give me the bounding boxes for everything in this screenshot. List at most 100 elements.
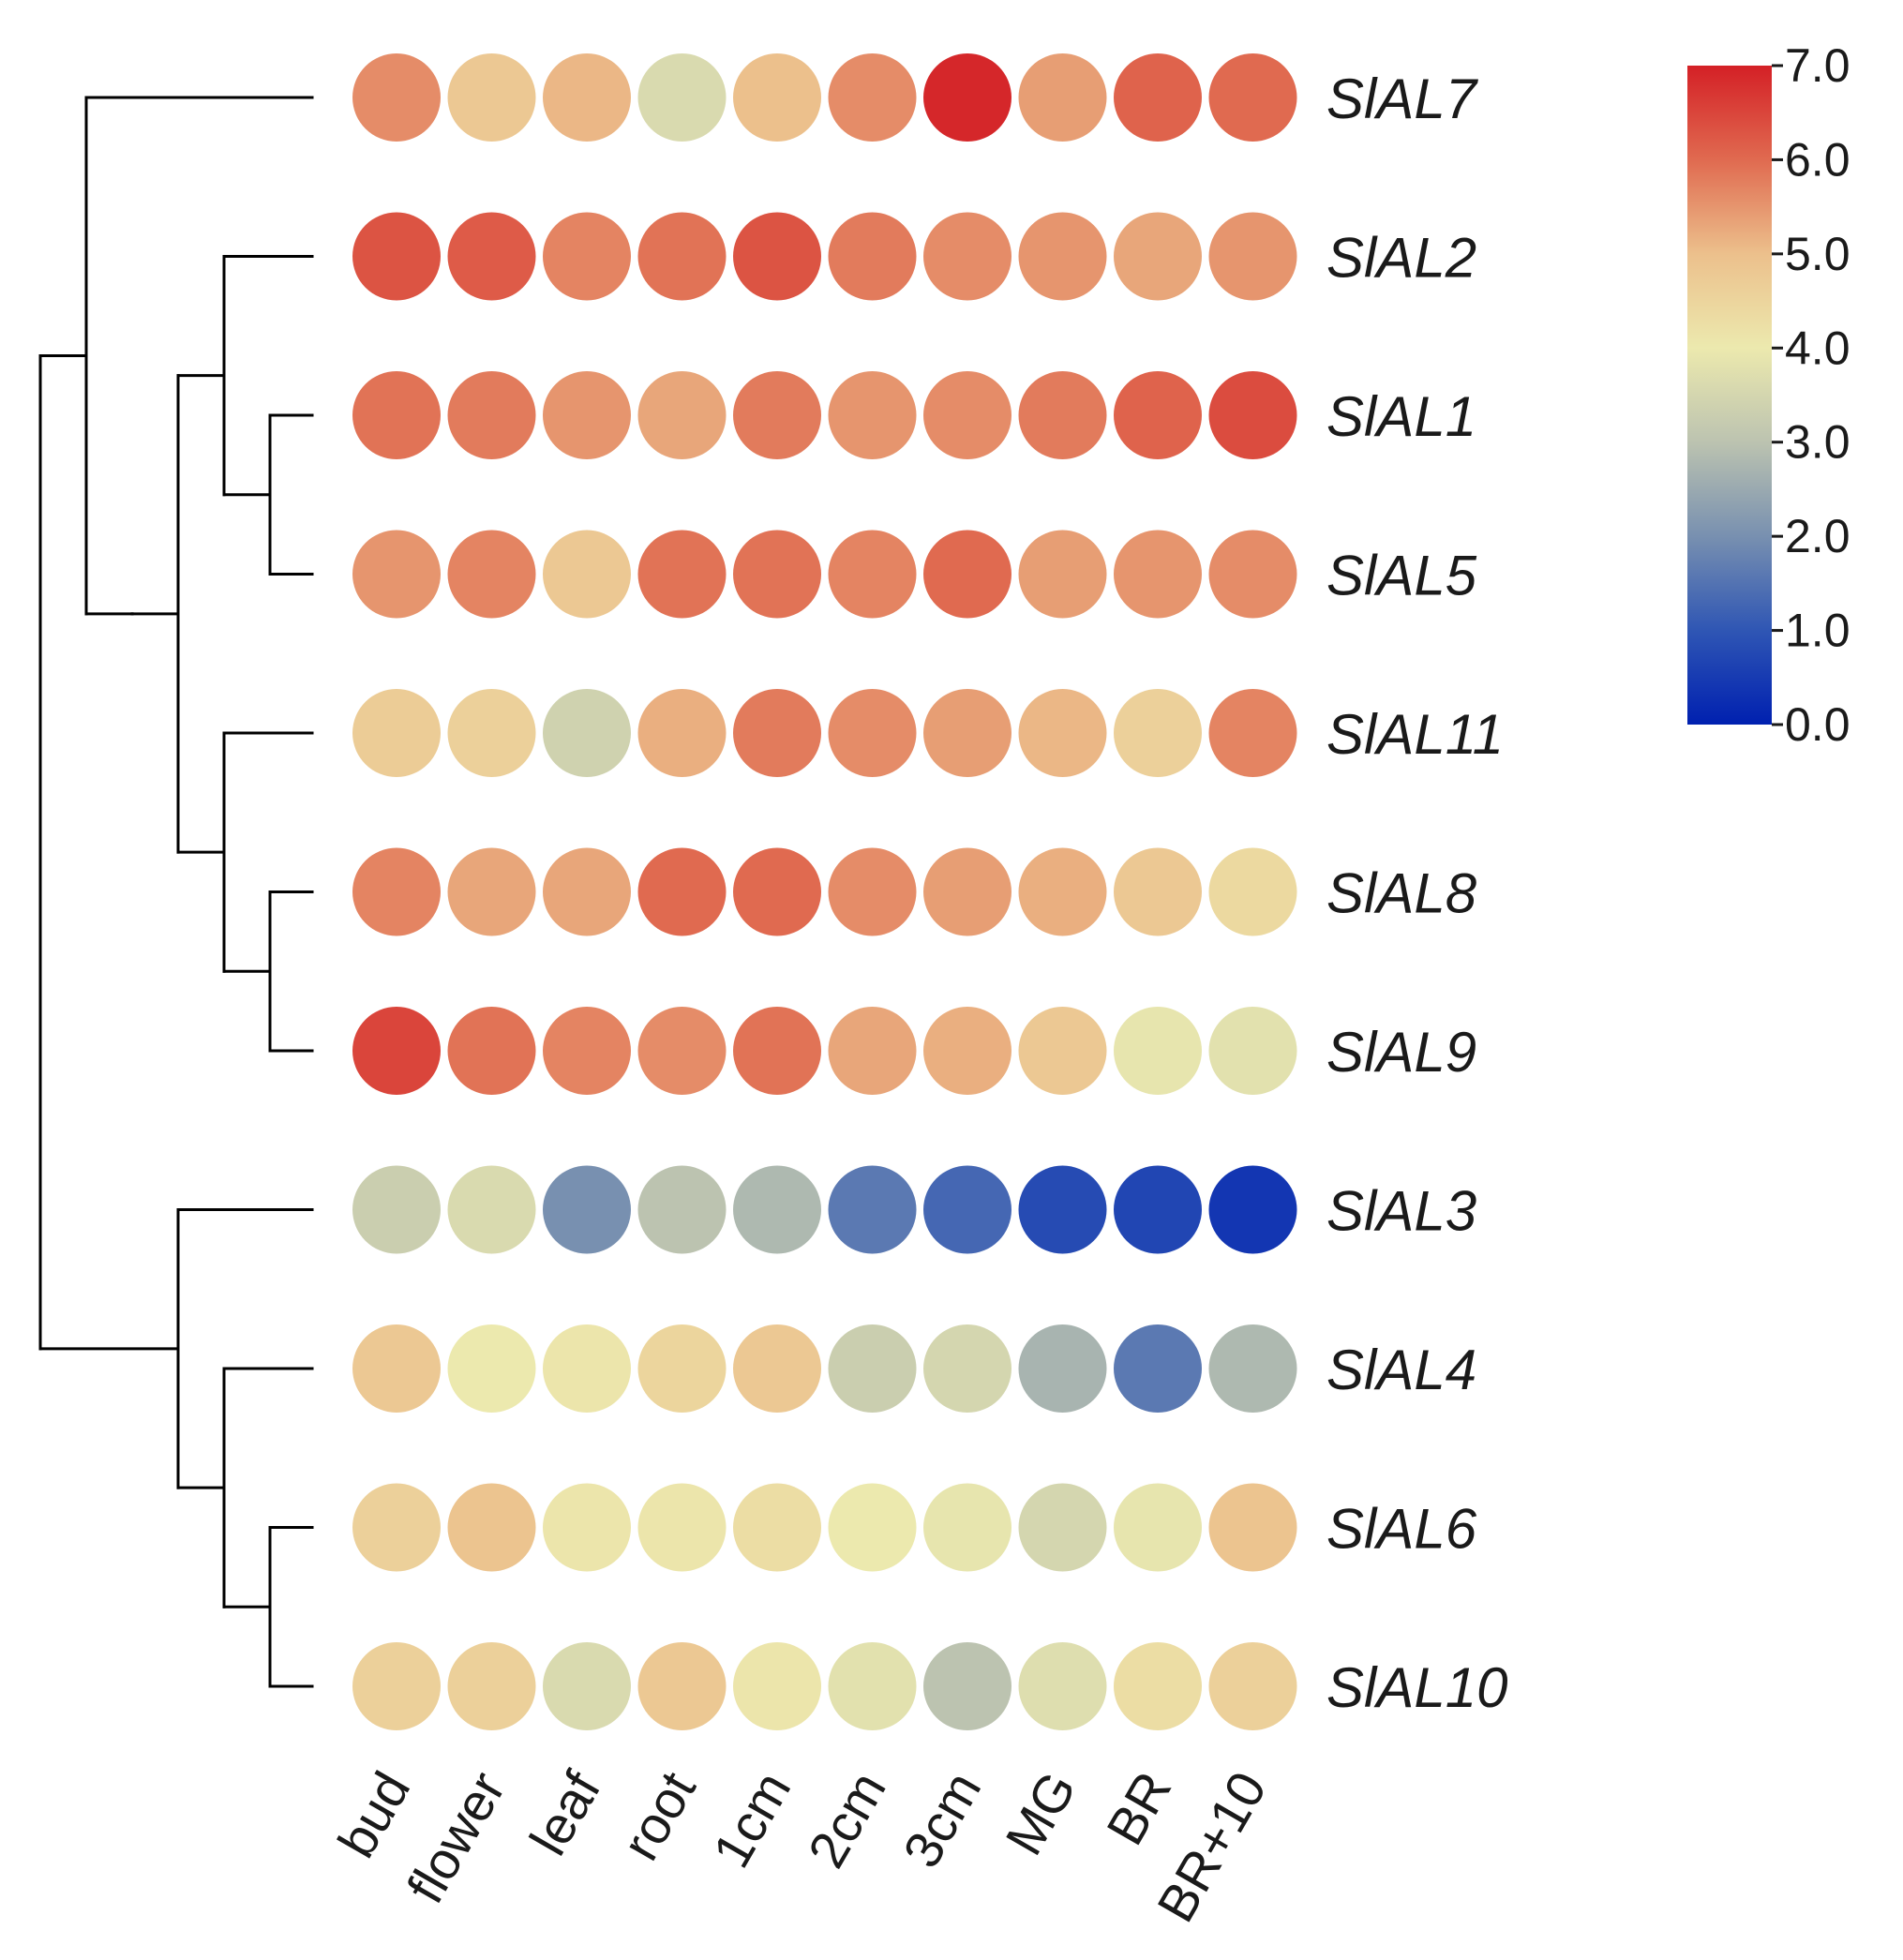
- cell-SlAL10-2cm: [828, 1642, 917, 1730]
- column-label-BR: BR: [1095, 1762, 1182, 1855]
- cell-SlAL10-bud: [352, 1642, 441, 1730]
- cell-SlAL6-bud: [352, 1483, 441, 1572]
- cell-SlAL4-2cm: [828, 1324, 917, 1413]
- cell-SlAL11-BR: [1114, 689, 1202, 777]
- cell-SlAL6-leaf: [543, 1483, 631, 1572]
- row-label-SlAL9: SlAL9: [1326, 1021, 1476, 1084]
- colorbar-tick-label: 5.0: [1785, 228, 1851, 280]
- cell-SlAL10-leaf: [543, 1642, 631, 1730]
- row-label-SlAL2: SlAL2: [1326, 227, 1476, 290]
- cell-SlAL8-3cm: [923, 847, 1011, 936]
- cell-SlAL2-bud: [352, 212, 441, 301]
- cell-SlAL9-flower: [447, 1007, 536, 1095]
- cell-SlAL3-2cm: [828, 1165, 917, 1254]
- cell-SlAL9-BR+10: [1208, 1007, 1297, 1095]
- cell-SlAL9-leaf: [543, 1007, 631, 1095]
- cell-SlAL10-root: [637, 1642, 727, 1730]
- cell-SlAL2-flower: [447, 212, 536, 301]
- row-label-SlAL8: SlAL8: [1326, 862, 1477, 925]
- cell-SlAL8-BR+10: [1208, 847, 1297, 936]
- cell-SlAL8-leaf: [543, 847, 631, 936]
- cell-SlAL6-BR+10: [1208, 1483, 1297, 1572]
- row-label-SlAL6: SlAL6: [1326, 1498, 1477, 1561]
- cell-SlAL1-bud: [352, 371, 441, 459]
- cell-SlAL1-MG: [1018, 371, 1107, 459]
- colorbar-tick-label: 7.0: [1785, 39, 1851, 92]
- column-label-flower: flower: [396, 1762, 517, 1913]
- cell-SlAL6-root: [637, 1483, 727, 1572]
- cell-SlAL9-root: [637, 1007, 727, 1095]
- cell-SlAL11-BR+10: [1208, 689, 1297, 777]
- cell-SlAL10-3cm: [923, 1642, 1011, 1730]
- cell-SlAL7-flower: [447, 53, 536, 142]
- cell-SlAL10-flower: [447, 1642, 536, 1730]
- cell-SlAL11-2cm: [828, 689, 917, 777]
- cell-SlAL5-BR+10: [1208, 530, 1297, 619]
- cell-SlAL10-MG: [1018, 1642, 1107, 1730]
- cell-SlAL6-1cm: [733, 1483, 821, 1572]
- colorbar-tick-label: 6.0: [1785, 133, 1851, 186]
- cell-SlAL8-root: [637, 847, 727, 936]
- cell-SlAL4-1cm: [733, 1324, 821, 1413]
- cell-SlAL7-1cm: [733, 53, 821, 142]
- cell-SlAL9-3cm: [923, 1007, 1011, 1095]
- cell-SlAL1-leaf: [543, 371, 631, 459]
- cell-SlAL8-bud: [352, 847, 441, 936]
- cell-SlAL5-3cm: [923, 530, 1011, 619]
- row-label-SlAL11: SlAL11: [1326, 703, 1504, 766]
- cell-SlAL1-BR+10: [1208, 371, 1297, 459]
- column-label-bud: bud: [326, 1762, 421, 1867]
- column-label-leaf: leaf: [518, 1761, 612, 1864]
- column-label-3cm: 3cm: [892, 1762, 992, 1878]
- cell-SlAL1-3cm: [923, 371, 1011, 459]
- cell-SlAL5-1cm: [733, 530, 821, 619]
- cell-SlAL11-bud: [352, 689, 441, 777]
- cell-SlAL11-MG: [1018, 689, 1107, 777]
- row-label-SlAL7: SlAL7: [1326, 67, 1479, 130]
- cell-SlAL4-BR: [1114, 1324, 1202, 1413]
- cell-SlAL1-flower: [447, 371, 536, 459]
- column-label-1cm: 1cm: [701, 1762, 802, 1878]
- cell-SlAL9-2cm: [828, 1007, 917, 1095]
- cell-SlAL7-2cm: [828, 53, 917, 142]
- cell-SlAL3-leaf: [543, 1165, 631, 1254]
- cell-SlAL2-root: [637, 212, 727, 301]
- cell-SlAL5-BR: [1114, 530, 1202, 619]
- cell-SlAL2-leaf: [543, 212, 631, 301]
- cell-SlAL3-3cm: [923, 1165, 1011, 1254]
- cell-SlAL3-MG: [1018, 1165, 1107, 1254]
- cell-SlAL3-root: [637, 1165, 727, 1254]
- cell-SlAL11-flower: [447, 689, 536, 777]
- row-label-SlAL10: SlAL10: [1326, 1656, 1507, 1719]
- cell-SlAL8-MG: [1018, 847, 1107, 936]
- cell-SlAL7-MG: [1018, 53, 1107, 142]
- cell-SlAL2-BR: [1114, 212, 1202, 301]
- colorbar-tick-label: 3.0: [1785, 416, 1851, 469]
- colorbar-gradient: [1687, 66, 1772, 725]
- cell-SlAL7-BR+10: [1208, 53, 1297, 142]
- row-label-SlAL1: SlAL1: [1326, 385, 1476, 448]
- colorbar-tick-label: 1.0: [1785, 605, 1851, 657]
- cell-SlAL5-2cm: [828, 530, 917, 619]
- cell-SlAL2-3cm: [923, 212, 1011, 301]
- cell-SlAL6-flower: [447, 1483, 536, 1572]
- cell-SlAL3-BR: [1114, 1165, 1202, 1254]
- cell-SlAL4-leaf: [543, 1324, 631, 1413]
- column-label-2cm: 2cm: [796, 1762, 896, 1878]
- cell-SlAL5-root: [637, 530, 727, 619]
- cell-SlAL8-BR: [1114, 847, 1202, 936]
- cell-SlAL3-BR+10: [1208, 1165, 1297, 1254]
- cell-SlAL8-flower: [447, 847, 536, 936]
- cell-SlAL5-bud: [352, 530, 441, 619]
- cell-SlAL4-root: [637, 1324, 727, 1413]
- cell-SlAL5-MG: [1018, 530, 1107, 619]
- cell-SlAL4-MG: [1018, 1324, 1107, 1413]
- cell-SlAL11-1cm: [733, 689, 821, 777]
- cell-SlAL2-2cm: [828, 212, 917, 301]
- cell-SlAL6-MG: [1018, 1483, 1107, 1572]
- cell-SlAL6-3cm: [923, 1483, 1011, 1572]
- cell-SlAL4-flower: [447, 1324, 536, 1413]
- row-dendrogram: [38, 96, 314, 1688]
